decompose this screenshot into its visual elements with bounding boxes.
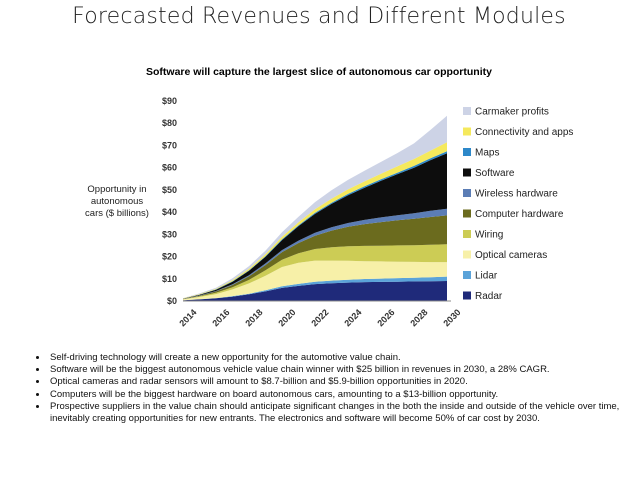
slide-title: Forecasted Revenues and Different Module…	[72, 4, 566, 29]
bullet-item: Self-driving technology will create a ne…	[48, 352, 638, 364]
area-lidar	[183, 276, 447, 301]
x-tick-label: 2030	[441, 307, 462, 328]
legend-label: Connectivity and apps	[475, 127, 573, 138]
y-axis-label-line: Opportunity in	[87, 184, 146, 195]
y-axis-label-line: autonomous	[91, 196, 144, 207]
legend-item-radar: Radar	[463, 291, 503, 302]
area-radar	[183, 281, 447, 301]
area-optical-cameras	[183, 260, 447, 301]
legend-label: Maps	[475, 148, 499, 159]
y-tick-label: $90	[162, 96, 177, 106]
area-connectivity-and-apps	[183, 142, 447, 299]
legend-item-computer-hardware: Computer hardware	[463, 209, 564, 220]
bullet-list: Self-driving technology will create a ne…	[34, 352, 638, 425]
legend-label: Optical cameras	[475, 250, 547, 261]
bullet-item: Software will be the biggest autonomous …	[48, 364, 638, 376]
y-tick-label: $0	[167, 296, 177, 306]
y-tick-label: $80	[162, 118, 177, 128]
legend-item-optical-cameras: Optical cameras	[463, 250, 547, 261]
x-tick-label: 2020	[276, 307, 297, 328]
x-tick-label: 2018	[243, 307, 264, 328]
legend-label: Software	[475, 168, 515, 179]
x-tick-label: 2016	[210, 307, 231, 328]
x-tick-label: 2022	[309, 307, 330, 328]
bullet-item: Optical cameras and radar sensors will a…	[48, 376, 638, 388]
y-tick-label: $70	[162, 140, 177, 150]
area-wiring	[183, 244, 447, 300]
legend-label: Wiring	[475, 230, 503, 241]
legend-label: Radar	[475, 291, 503, 302]
area-layers	[183, 115, 447, 301]
area-carmaker-profits	[183, 115, 447, 299]
area-wireless-hardware	[183, 208, 447, 299]
y-tick-label: $30	[162, 229, 177, 239]
legend-label: Computer hardware	[475, 209, 564, 220]
legend-swatch	[463, 148, 471, 156]
chart-title: Software will capture the largest slice …	[146, 66, 492, 78]
legend-item-lidar: Lidar	[463, 271, 498, 282]
legend-item-wiring: Wiring	[463, 230, 503, 241]
legend-item-carmaker-profits: Carmaker profits	[463, 107, 549, 118]
stacked-area-chart: $0 $10 $20 $30 $40 $50 $60 $70 $80 $90 2014 2016 201…	[85, 96, 573, 328]
legend-swatch	[463, 107, 471, 115]
legend-label: Wireless hardware	[475, 189, 558, 200]
bullet-item: Computers will be the biggest hardware o…	[48, 389, 638, 401]
legend-swatch	[463, 230, 471, 238]
legend-item-software: Software	[463, 168, 515, 179]
legend-swatch	[463, 291, 471, 300]
legend-item-wireless-hardware: Wireless hardware	[463, 189, 558, 200]
legend-item-maps: Maps	[463, 148, 499, 159]
bullet-item: Prospective suppliers in the value chain…	[48, 401, 638, 425]
y-tick-label: $50	[162, 185, 177, 195]
x-tick-label: 2014	[177, 307, 198, 328]
legend-label: Carmaker profits	[475, 107, 549, 118]
area-software	[183, 153, 447, 299]
legend-swatch	[463, 127, 471, 136]
legend-swatch	[463, 189, 471, 197]
y-tick-label: $10	[162, 274, 177, 284]
legend-item-connectivity-and-apps: Connectivity and apps	[463, 127, 573, 138]
y-tick-label: $60	[162, 163, 177, 173]
legend-swatch	[463, 271, 471, 279]
legend: Carmaker profits Connectivity and apps Map…	[463, 107, 573, 302]
legend-label: Lidar	[475, 271, 498, 282]
y-tick-label: $40	[162, 207, 177, 217]
legend-swatch	[463, 209, 471, 218]
x-tick-label: 2026	[375, 307, 396, 328]
x-tick-label: 2024	[342, 307, 363, 328]
y-axis-label-line: cars ($ billions)	[85, 208, 149, 219]
legend-swatch	[463, 168, 471, 177]
area-computer-hardware	[183, 215, 447, 300]
y-tick-label: $20	[162, 252, 177, 262]
x-tick-label: 2028	[408, 307, 429, 328]
legend-swatch	[463, 250, 471, 259]
